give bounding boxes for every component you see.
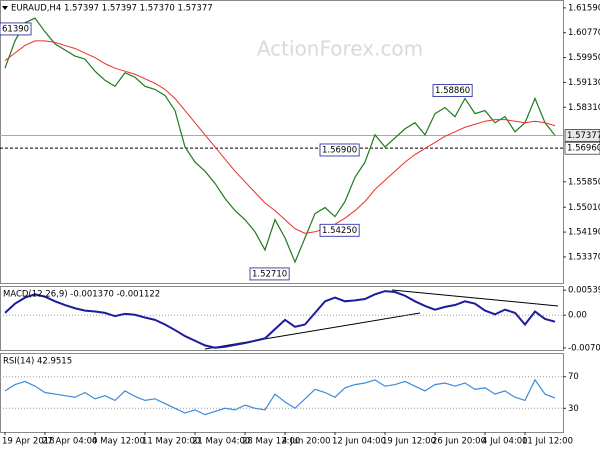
y-tick-label: 1.60770 bbox=[568, 28, 600, 38]
series-line bbox=[4, 40, 556, 234]
x-tick-label: 28 May 12:00 bbox=[242, 437, 300, 447]
y-tick-label: 70 bbox=[568, 372, 579, 382]
x-tick-label: 4 May 12:00 bbox=[92, 437, 145, 447]
annotation-label: 1.56900 bbox=[322, 145, 357, 155]
y-tick-label: 1.61590 bbox=[568, 3, 600, 13]
y-tick-label: 1.55010 bbox=[568, 203, 600, 213]
annotation-label: 61390 bbox=[2, 24, 29, 34]
annotation-box bbox=[319, 223, 360, 237]
trend-line bbox=[391, 289, 559, 307]
panel-title: EURAUD,H4 1.57397 1.57397 1.57370 1.5737… bbox=[11, 4, 213, 14]
symbol-icon bbox=[2, 6, 8, 10]
x-tick-label: 19 Apr 2018 bbox=[2, 437, 55, 447]
y-tick-label: 1.53370 bbox=[568, 252, 600, 262]
panel-frame bbox=[0, 0, 564, 284]
panel-frame bbox=[0, 353, 564, 433]
x-tick-label: 27 Apr 04:00 bbox=[42, 437, 97, 447]
watermark: ActionForex.com bbox=[257, 37, 423, 61]
series-line bbox=[4, 378, 556, 416]
x-tick-label: 26 Jun 20:00 bbox=[432, 437, 486, 447]
x-tick-label: 19 Jun 12:00 bbox=[382, 437, 436, 447]
annotation-box bbox=[319, 143, 360, 157]
price-label: 1.57377 bbox=[567, 131, 600, 141]
x-tick-label: 4 Jul 04:00 bbox=[482, 437, 528, 447]
annotation-box bbox=[249, 267, 290, 281]
annotation-box bbox=[432, 84, 473, 97]
x-tick-label: 12 Jun 04:00 bbox=[332, 437, 386, 447]
price-label: 1.56960 bbox=[567, 144, 600, 154]
price-label-box bbox=[564, 141, 600, 155]
panel-title: MACD(12,26,9) -0.001370 -0.001122 bbox=[3, 290, 160, 300]
y-tick-label: 1.55850 bbox=[568, 177, 600, 187]
series-line bbox=[4, 290, 556, 349]
y-tick-label: -0.007064 bbox=[568, 343, 600, 353]
y-tick-label: 1.58310 bbox=[568, 103, 600, 113]
annotation-box bbox=[0, 22, 32, 36]
y-tick-label: 1.59130 bbox=[568, 78, 600, 88]
panel-frame bbox=[0, 286, 564, 351]
y-tick-label: 0.00 bbox=[568, 311, 587, 321]
annotation-label: 1.58860 bbox=[435, 86, 470, 96]
y-tick-label: 1.59950 bbox=[568, 53, 600, 63]
annotation-label: 1.54250 bbox=[322, 226, 357, 236]
x-tick-label: 11 May 20:00 bbox=[142, 437, 200, 447]
x-tick-label: 4 Jun 20:00 bbox=[282, 437, 331, 447]
series-line bbox=[4, 17, 556, 264]
price-label-box bbox=[564, 129, 600, 142]
panel-title: RSI(14) 42.9515 bbox=[3, 357, 72, 367]
x-tick-label: 21 May 04:00 bbox=[192, 437, 250, 447]
y-tick-label: 30 bbox=[568, 404, 579, 414]
x-tick-label: 11 Jul 12:00 bbox=[522, 437, 573, 447]
annotation-label: 1.52710 bbox=[252, 269, 287, 279]
y-tick-label: 0.005396 bbox=[568, 286, 600, 296]
y-tick-label: 1.54190 bbox=[568, 228, 600, 238]
